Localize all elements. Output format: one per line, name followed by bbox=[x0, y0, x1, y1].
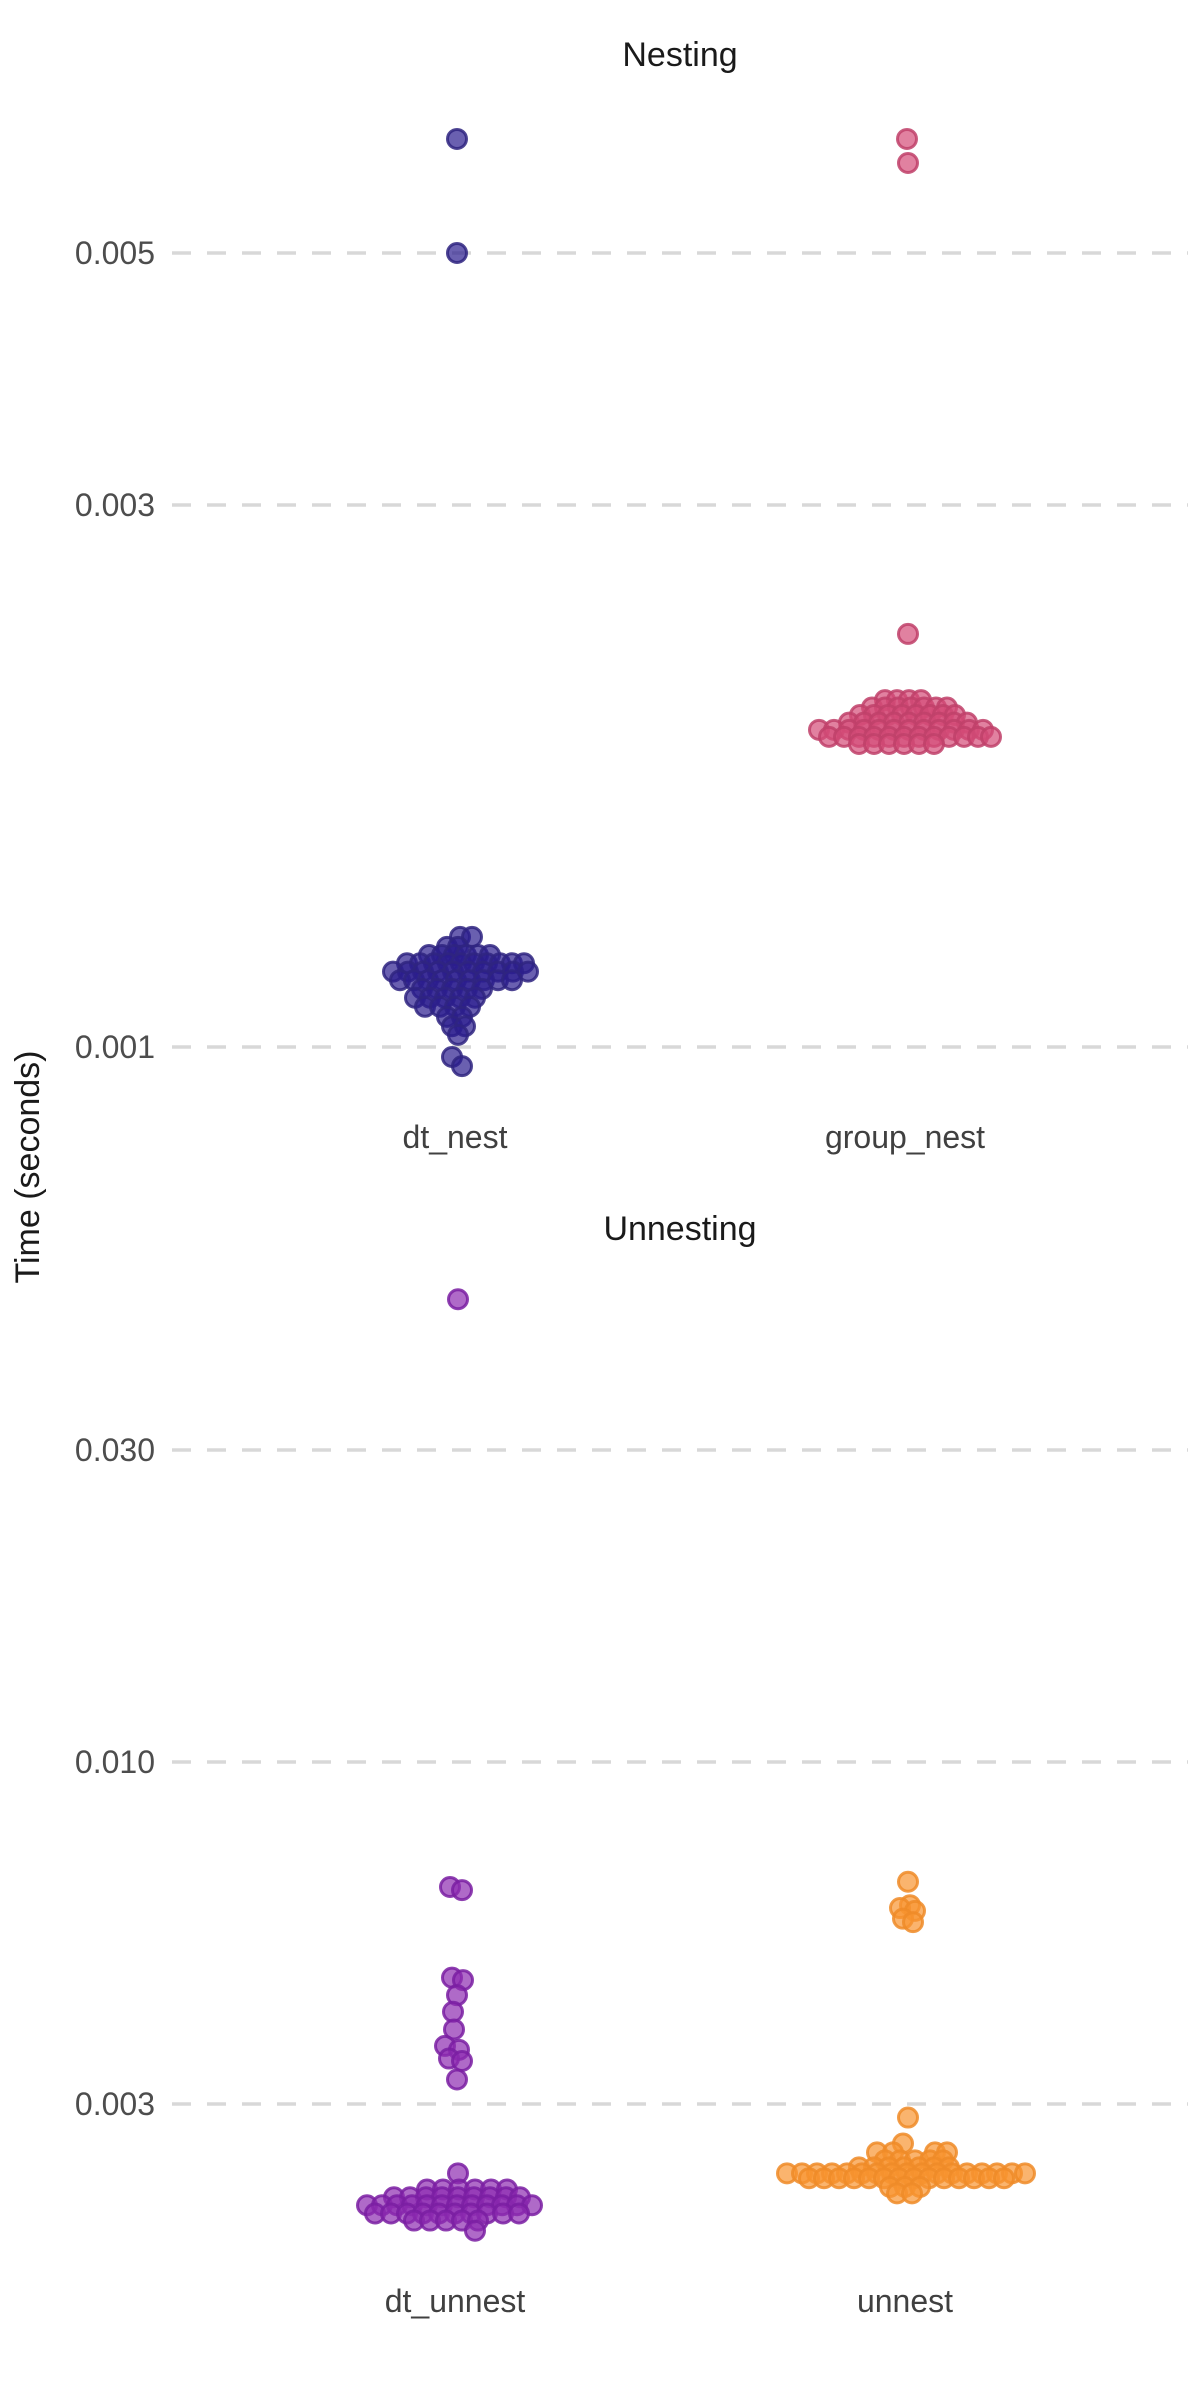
data-point-dt_unnest bbox=[446, 2068, 468, 2091]
data-point-unnest bbox=[897, 1870, 919, 1893]
y-tick-label: 0.003 bbox=[75, 2086, 155, 2122]
x-category-label: dt_unnest bbox=[385, 2283, 526, 2319]
data-point-dt_nest bbox=[446, 127, 468, 150]
x-category-label: unnest bbox=[857, 2283, 953, 2319]
data-point-dt_nest bbox=[446, 241, 468, 264]
x-category-label: group_nest bbox=[825, 1119, 985, 1155]
y-tick-label: 0.030 bbox=[75, 1432, 155, 1468]
data-point-dt_nest bbox=[447, 1023, 469, 1046]
data-point-dt_unnest bbox=[451, 2049, 473, 2072]
data-point-group_nest bbox=[897, 622, 919, 645]
data-point-dt_unnest bbox=[447, 1288, 469, 1311]
data-point-unnest bbox=[901, 2182, 923, 2205]
data-point-dt_unnest bbox=[508, 2202, 530, 2225]
data-point-dt_unnest bbox=[442, 2000, 464, 2023]
y-axis-title: Time (seconds) bbox=[9, 1050, 47, 1284]
data-point-dt_unnest bbox=[451, 1879, 473, 1902]
data-point-unnest bbox=[897, 2106, 919, 2129]
facet-title: Nesting bbox=[622, 36, 737, 74]
y-tick-label: 0.010 bbox=[75, 1744, 155, 1780]
data-point-group_nest bbox=[896, 127, 918, 150]
y-tick-label: 0.005 bbox=[75, 235, 155, 271]
data-point-dt_nest bbox=[451, 1055, 473, 1078]
data-point-unnest bbox=[902, 1911, 924, 1934]
data-point-unnest bbox=[993, 2167, 1015, 2190]
data-point-unnest bbox=[1014, 2162, 1036, 2185]
data-point-dt_unnest bbox=[464, 2219, 486, 2242]
data-point-group_nest bbox=[980, 725, 1002, 748]
data-point-dt_nest bbox=[501, 969, 523, 992]
x-category-label: dt_nest bbox=[403, 1119, 508, 1155]
facet-title: Unnesting bbox=[603, 1210, 756, 1248]
y-tick-label: 0.001 bbox=[75, 1029, 155, 1065]
data-point-group_nest bbox=[897, 152, 919, 175]
data-point-group_nest bbox=[923, 733, 945, 756]
y-tick-label: 0.003 bbox=[75, 487, 155, 523]
data-point-dt_unnest bbox=[443, 2018, 465, 2041]
